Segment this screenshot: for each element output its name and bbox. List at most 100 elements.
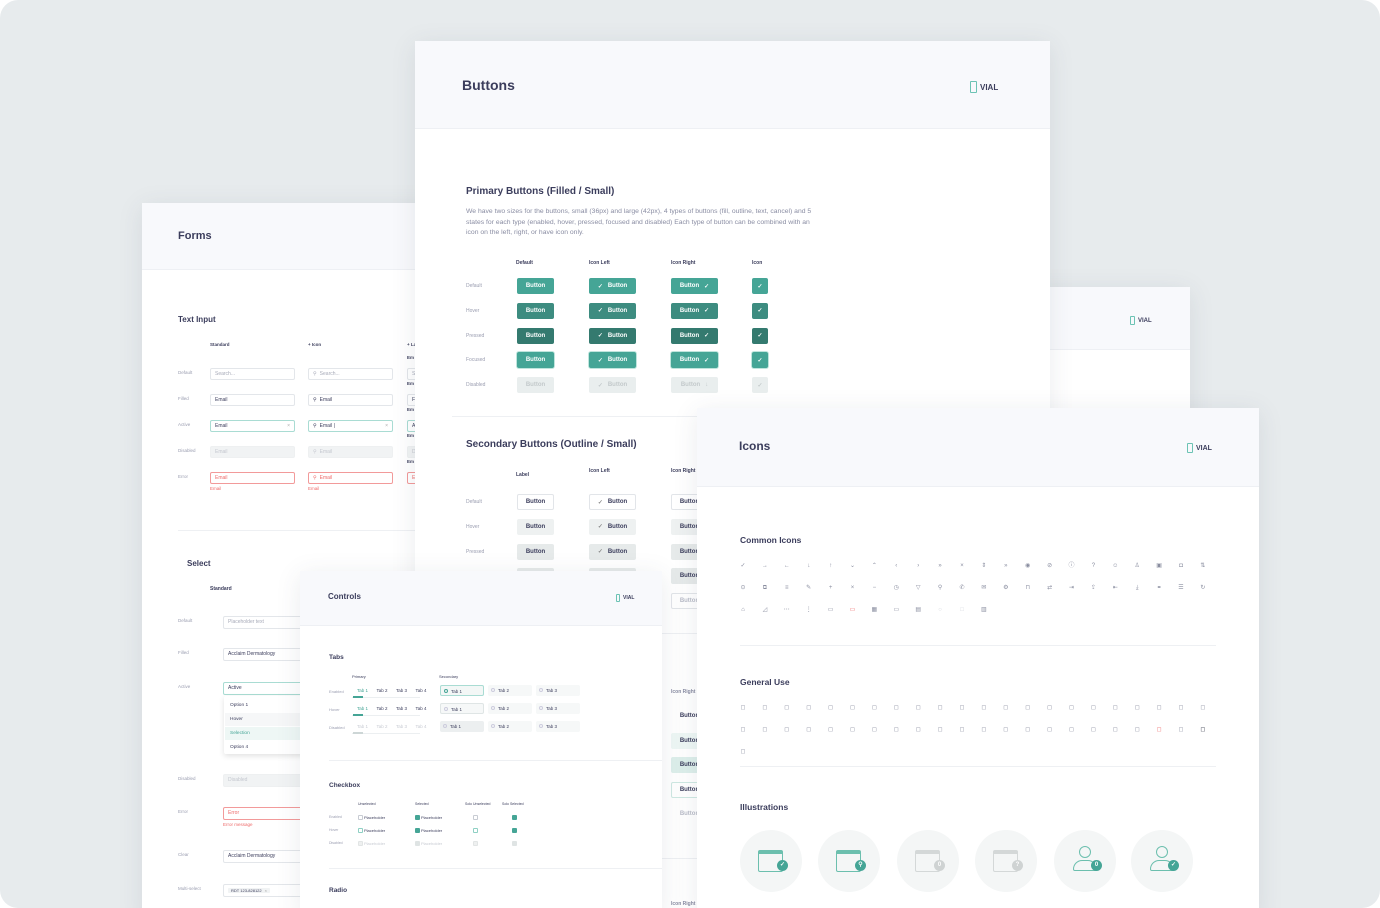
primary-tab[interactable]: Tab 1 bbox=[357, 706, 369, 711]
code-icon: ◻ bbox=[1156, 705, 1162, 711]
primary-button-hover[interactable]: Button bbox=[517, 302, 554, 319]
multi-select-chip[interactable]: RDT 123-828122 × bbox=[228, 888, 270, 893]
primary-button-disabled[interactable]: Button bbox=[517, 377, 554, 394]
checkbox-unselected[interactable] bbox=[358, 841, 363, 846]
primary-tab[interactable]: Tab 4 bbox=[415, 688, 427, 693]
text-input-filled[interactable]: Email bbox=[210, 394, 295, 406]
text-input-default[interactable]: Search... bbox=[210, 368, 295, 380]
checkbox-unselected[interactable] bbox=[358, 815, 363, 820]
primary-tab[interactable]: Tab 3 bbox=[396, 688, 408, 693]
icon-input-default[interactable]: ⚲ Search... bbox=[308, 368, 393, 380]
primary-icon-right-button-default[interactable]: Button ✓ bbox=[671, 278, 718, 294]
primary-tab[interactable]: Tab 3 bbox=[396, 706, 408, 711]
select-disabled[interactable]: Disabled bbox=[223, 774, 313, 787]
secondary-tab-label: Tab 3 bbox=[546, 724, 558, 729]
database-icon: ▥ bbox=[981, 607, 987, 613]
secondary-tab[interactable]: Tab 1 bbox=[440, 685, 484, 696]
checkbox-selected[interactable] bbox=[415, 841, 420, 846]
buttons-header bbox=[415, 41, 1050, 129]
clear-icon[interactable]: × bbox=[287, 423, 290, 429]
select-clear[interactable]: Acclaim Dermatology bbox=[223, 850, 313, 863]
tabs-state-label: Disabled bbox=[329, 725, 345, 730]
checkbox-solo-selected[interactable] bbox=[512, 841, 517, 846]
secondary-button[interactable]: Button bbox=[517, 518, 554, 535]
primary-tab[interactable]: Tab 1 bbox=[357, 688, 369, 693]
checkbox-solo-unselected[interactable] bbox=[473, 815, 478, 820]
secondary-tab[interactable]: Tab 1 bbox=[440, 721, 484, 732]
primary-icon-button-disabled[interactable]: ✓ bbox=[752, 377, 768, 394]
secondary-tab[interactable]: Tab 2 bbox=[488, 703, 532, 714]
icon-input-disabled[interactable]: ⚲ Email bbox=[308, 446, 393, 458]
primary-icon-left-button-default[interactable]: ✓ Button bbox=[589, 278, 636, 294]
secondary-icon-left-button[interactable]: ✓ Button bbox=[589, 494, 636, 510]
text-input-disabled[interactable]: Email bbox=[210, 446, 295, 458]
checkbox-solo-selected[interactable] bbox=[512, 815, 517, 820]
general-use-heading: General Use bbox=[740, 677, 790, 687]
select-multi-select[interactable]: RDT 123-828122 × bbox=[223, 884, 313, 897]
primary-icon-button-pressed[interactable]: ✓ bbox=[752, 327, 768, 344]
select-option[interactable]: Option 1 bbox=[225, 699, 314, 712]
input-value: F bbox=[412, 397, 416, 403]
secondary-button[interactable]: Button bbox=[517, 494, 554, 510]
primary-tab[interactable]: Tab 2 bbox=[376, 724, 388, 729]
text-input-error[interactable]: Email bbox=[210, 472, 295, 484]
icon-input-filled[interactable]: ⚲ Email bbox=[308, 394, 393, 406]
select-option[interactable]: Hover bbox=[225, 713, 314, 726]
primary-icon-left-button-pressed[interactable]: ✓ Button bbox=[589, 327, 636, 344]
select-option[interactable]: Selection bbox=[225, 727, 314, 740]
labeled-input-label: Em bbox=[407, 355, 415, 360]
text-input-active[interactable]: Email × bbox=[210, 420, 295, 432]
tabs-secondary-label: Secondary bbox=[439, 674, 459, 679]
folder-outline-icon: ◻ bbox=[981, 727, 987, 733]
secondary-tab[interactable]: Tab 3 bbox=[536, 721, 580, 732]
primary-tab[interactable]: Tab 2 bbox=[376, 706, 388, 711]
secondary-col-header: Icon Left bbox=[589, 468, 610, 474]
secondary-tab[interactable]: Tab 3 bbox=[536, 703, 580, 714]
primary-icon-button-hover[interactable]: ✓ bbox=[752, 302, 768, 319]
primary-icon-button-focused[interactable]: ✓ bbox=[752, 352, 768, 369]
primary-icon-button-default[interactable]: ✓ bbox=[752, 278, 768, 294]
primary-tab[interactable]: Tab 4 bbox=[415, 724, 427, 729]
check-icon: ✓ bbox=[597, 549, 603, 556]
select-option[interactable]: Option 4 bbox=[225, 741, 314, 754]
check-icon: ✓ bbox=[597, 333, 603, 340]
primary-icon-left-button-disabled[interactable]: ✓ Button bbox=[589, 377, 636, 394]
primary-button-default[interactable]: Button bbox=[517, 278, 554, 294]
secondary-tab[interactable]: Tab 2 bbox=[488, 685, 532, 696]
checkbox-solo-unselected[interactable] bbox=[473, 841, 478, 846]
secondary-button[interactable]: Button bbox=[517, 543, 554, 560]
icon-input-error[interactable]: ⚲ Email bbox=[308, 472, 393, 484]
primary-icon-right-button-disabled[interactable]: Button ↓ bbox=[671, 377, 718, 394]
checkbox-selected[interactable] bbox=[415, 828, 420, 833]
primary-tab[interactable]: Tab 4 bbox=[415, 706, 427, 711]
primary-button-focused[interactable]: Button bbox=[517, 352, 554, 369]
checkbox-unselected[interactable] bbox=[358, 828, 363, 833]
secondary-tab[interactable]: Tab 2 bbox=[488, 721, 532, 732]
vial-logo: VIAL bbox=[1130, 316, 1152, 325]
primary-icon-right-button-pressed[interactable]: Button ✓ bbox=[671, 327, 718, 344]
button-label: Button bbox=[679, 548, 700, 555]
secondary-tab[interactable]: Tab 1 bbox=[440, 703, 484, 714]
secondary-tab[interactable]: Tab 3 bbox=[536, 685, 580, 696]
primary-tab[interactable]: Tab 2 bbox=[376, 688, 388, 693]
chip-remove-icon[interactable]: × bbox=[264, 888, 267, 893]
secondary-icon-left-button[interactable]: ✓ Button bbox=[589, 543, 636, 560]
checkbox-solo-unselected[interactable] bbox=[473, 828, 478, 833]
primary-tab[interactable]: Tab 3 bbox=[396, 724, 408, 729]
tabs-heading: Tabs bbox=[329, 654, 344, 661]
checkbox-solo-selected[interactable] bbox=[512, 828, 517, 833]
primary-tab[interactable]: Tab 1 bbox=[357, 724, 369, 729]
primary-icon-left-button-hover[interactable]: ✓ Button bbox=[589, 302, 636, 319]
clear-icon[interactable]: × bbox=[385, 423, 388, 429]
checkbox-selected[interactable] bbox=[415, 815, 420, 820]
button-label: Button bbox=[525, 283, 546, 289]
secondary-icon-left-button[interactable]: ✓ Button bbox=[589, 518, 636, 535]
select-error[interactable]: Error bbox=[223, 807, 313, 820]
primary-icon-right-button-hover[interactable]: Button ✓ bbox=[671, 302, 718, 319]
icon-input-active[interactable]: ⚲ Email | × bbox=[308, 420, 393, 432]
tab-baseline bbox=[352, 697, 420, 698]
select-default[interactable]: Placeholder text bbox=[223, 616, 313, 629]
primary-icon-left-button-focused[interactable]: ✓ Button bbox=[589, 352, 636, 369]
primary-button-pressed[interactable]: Button bbox=[517, 327, 554, 344]
primary-icon-right-button-focused[interactable]: Button ✓ bbox=[671, 352, 718, 369]
